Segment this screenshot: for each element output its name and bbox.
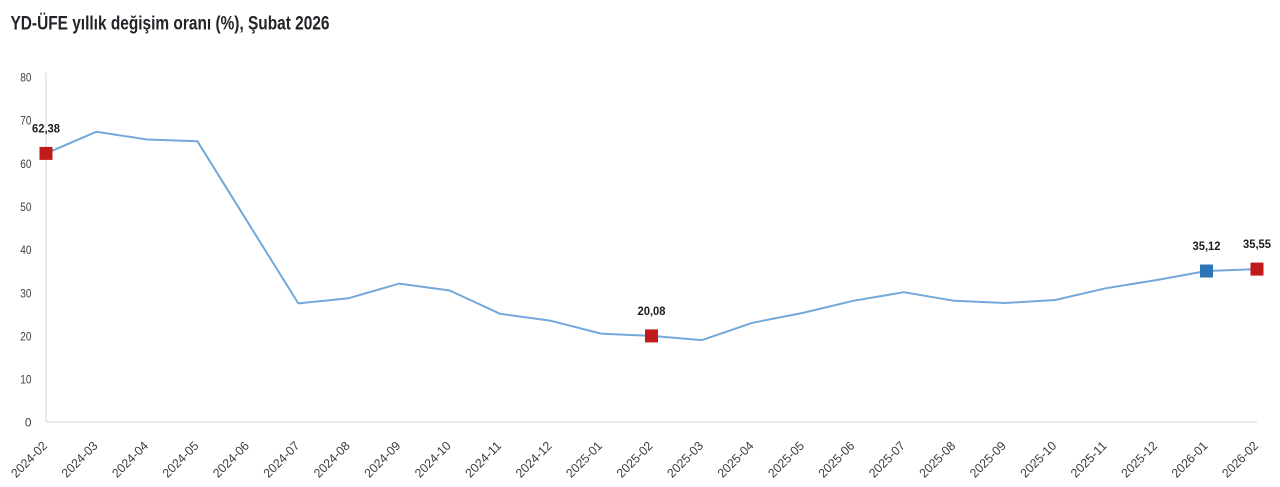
svg-text:0: 0	[25, 416, 32, 430]
svg-text:30: 30	[20, 286, 31, 300]
svg-text:62,38: 62,38	[32, 121, 60, 135]
svg-text:20: 20	[20, 329, 31, 343]
svg-text:70: 70	[20, 114, 31, 128]
svg-text:80: 80	[20, 71, 31, 85]
svg-text:20,08: 20,08	[638, 304, 666, 318]
svg-text:YD-ÜFE yıllık değişim oranı (%: YD-ÜFE yıllık değişim oranı (%), Şubat 2…	[11, 14, 330, 35]
svg-text:10: 10	[20, 373, 31, 387]
svg-text:50: 50	[20, 200, 31, 214]
svg-text:40: 40	[20, 243, 31, 257]
svg-text:35,55: 35,55	[1243, 237, 1271, 251]
svg-text:60: 60	[20, 157, 31, 171]
svg-text:35,12: 35,12	[1193, 239, 1221, 253]
